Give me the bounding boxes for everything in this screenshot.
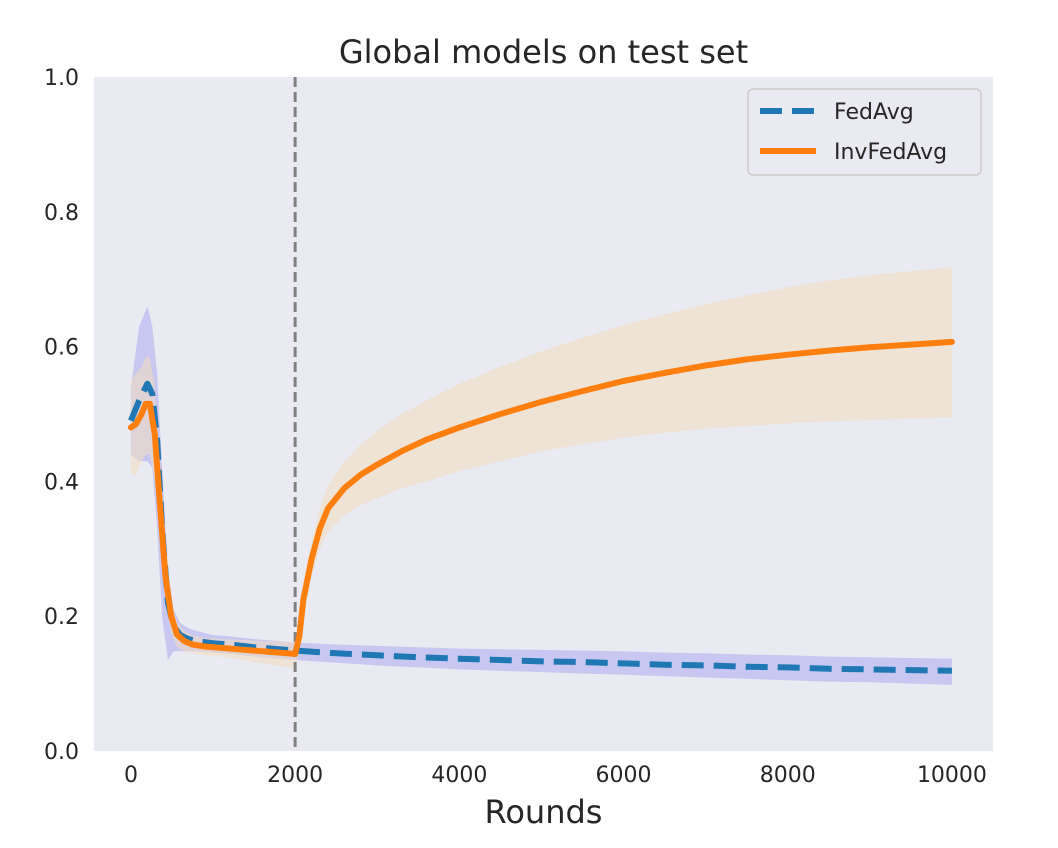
- y-tick-label: 0.2: [44, 605, 79, 630]
- x-axis-ticks: 0 2000 4000 6000 8000 10000: [124, 763, 987, 788]
- y-axis-ticks: 0.0 0.2 0.4 0.6 0.8 1.0: [44, 66, 79, 765]
- x-tick-label: 2000: [267, 763, 323, 788]
- band-invfedavg: [130, 267, 952, 669]
- x-axis-label: Rounds: [485, 793, 603, 831]
- y-tick-label: 0.6: [44, 336, 79, 361]
- legend: FedAvg InvFedAvg: [747, 88, 982, 176]
- x-tick-label: 6000: [596, 763, 652, 788]
- x-tick-label: 10000: [917, 763, 987, 788]
- y-tick-label: 0.0: [44, 740, 79, 765]
- series-line-invfedavg: [127, 338, 955, 657]
- chart-title: Global models on test set: [339, 33, 748, 71]
- x-tick-label: 0: [124, 763, 138, 788]
- series-lines: [127, 338, 955, 674]
- y-tick-label: 0.8: [44, 201, 79, 226]
- legend-label-fedavg: FedAvg: [834, 100, 914, 125]
- x-tick-label: 4000: [431, 763, 487, 788]
- x-tick-label: 8000: [760, 763, 816, 788]
- legend-label-invfedavg: InvFedAvg: [834, 140, 947, 165]
- y-tick-label: 1.0: [44, 66, 79, 91]
- y-tick-label: 0.4: [44, 470, 79, 495]
